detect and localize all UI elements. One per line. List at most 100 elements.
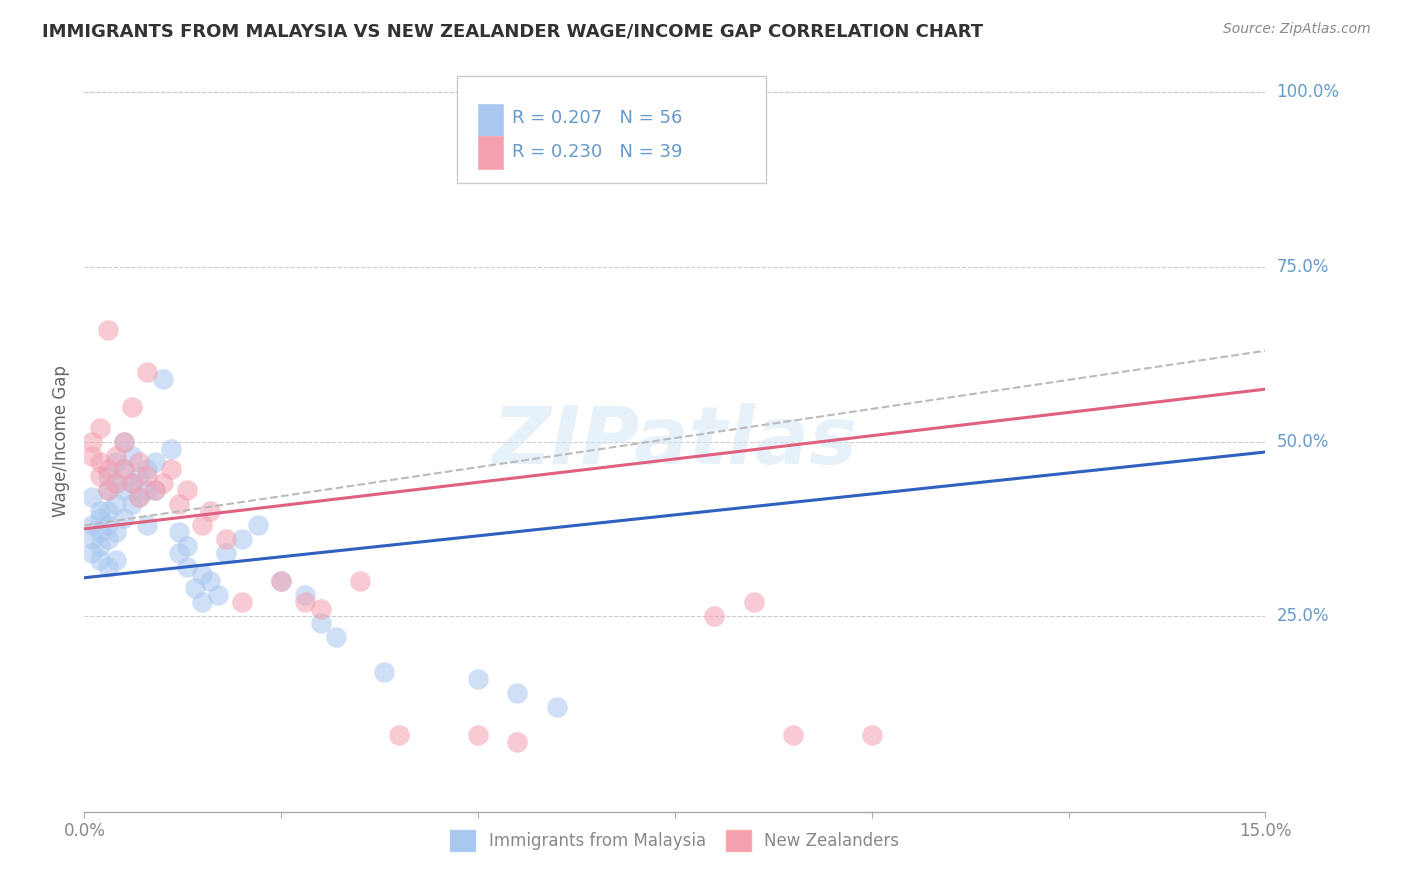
Point <box>152 372 174 386</box>
Point <box>143 483 166 498</box>
Text: R = 0.207   N = 56: R = 0.207 N = 56 <box>512 109 682 127</box>
Point <box>89 420 111 434</box>
Point <box>89 553 111 567</box>
Point <box>121 476 143 491</box>
Point <box>82 434 104 449</box>
Point <box>270 574 292 589</box>
Point <box>231 595 253 609</box>
Point <box>742 595 765 609</box>
Point <box>176 483 198 498</box>
Point <box>112 434 135 449</box>
Point <box>112 462 135 476</box>
Point <box>112 511 135 525</box>
Text: R = 0.230   N = 39: R = 0.230 N = 39 <box>512 143 682 161</box>
Point <box>104 455 127 469</box>
Point <box>136 462 159 476</box>
Point <box>136 365 159 379</box>
Point <box>270 574 292 589</box>
Point <box>231 533 253 547</box>
Point <box>136 518 159 533</box>
Text: IMMIGRANTS FROM MALAYSIA VS NEW ZEALANDER WAGE/INCOME GAP CORRELATION CHART: IMMIGRANTS FROM MALAYSIA VS NEW ZEALANDE… <box>42 22 983 40</box>
Point <box>89 525 111 540</box>
Point <box>82 546 104 560</box>
Point <box>121 476 143 491</box>
Point <box>309 616 332 631</box>
Point <box>294 588 316 602</box>
Point <box>121 400 143 414</box>
Point <box>160 442 183 456</box>
Point <box>89 511 111 525</box>
Point <box>349 574 371 589</box>
Point <box>97 462 120 476</box>
Text: Source: ZipAtlas.com: Source: ZipAtlas.com <box>1223 22 1371 37</box>
Point <box>373 665 395 679</box>
Point <box>506 686 529 700</box>
Point <box>97 504 120 518</box>
Point <box>121 449 143 463</box>
Point <box>160 462 183 476</box>
Point <box>860 728 883 742</box>
Point <box>200 574 222 589</box>
Point <box>89 504 111 518</box>
Legend: Immigrants from Malaysia, New Zealanders: Immigrants from Malaysia, New Zealanders <box>441 822 908 859</box>
Text: 100.0%: 100.0% <box>1277 83 1340 102</box>
Point <box>246 518 269 533</box>
Point <box>104 553 127 567</box>
Point <box>215 546 238 560</box>
Point <box>97 518 120 533</box>
Point <box>104 476 127 491</box>
Text: 25.0%: 25.0% <box>1277 607 1329 625</box>
Point <box>215 533 238 547</box>
Point <box>97 533 120 547</box>
Point <box>89 539 111 553</box>
Point <box>97 560 120 574</box>
Point <box>89 455 111 469</box>
Point <box>128 491 150 505</box>
Y-axis label: Wage/Income Gap: Wage/Income Gap <box>52 366 70 517</box>
Point <box>97 323 120 337</box>
Point <box>112 462 135 476</box>
Point <box>128 469 150 483</box>
Point <box>782 728 804 742</box>
Point <box>506 735 529 749</box>
Point <box>309 602 332 616</box>
Point <box>176 539 198 553</box>
Point <box>167 546 190 560</box>
Point <box>97 469 120 483</box>
Point <box>82 533 104 547</box>
Point <box>546 700 568 714</box>
Point <box>703 609 725 624</box>
Point <box>294 595 316 609</box>
Point <box>325 630 347 644</box>
Text: 50.0%: 50.0% <box>1277 433 1329 450</box>
Point <box>176 560 198 574</box>
Point <box>112 483 135 498</box>
Point <box>200 504 222 518</box>
Point <box>207 588 229 602</box>
Point <box>104 476 127 491</box>
Point <box>128 455 150 469</box>
Point <box>388 728 411 742</box>
Point <box>89 469 111 483</box>
Point <box>82 491 104 505</box>
Point <box>128 491 150 505</box>
Text: ZIPatlas: ZIPatlas <box>492 402 858 481</box>
Point <box>121 497 143 511</box>
Point <box>97 483 120 498</box>
Point <box>191 518 214 533</box>
Point <box>561 155 583 169</box>
Point <box>97 483 120 498</box>
Point <box>82 518 104 533</box>
Text: 75.0%: 75.0% <box>1277 258 1329 276</box>
Point <box>143 483 166 498</box>
Point <box>136 483 159 498</box>
Point <box>467 728 489 742</box>
Point <box>167 497 190 511</box>
Point <box>104 449 127 463</box>
Point <box>467 672 489 686</box>
Point <box>191 595 214 609</box>
Point <box>136 469 159 483</box>
Point <box>104 497 127 511</box>
Point <box>112 434 135 449</box>
Point <box>167 525 190 540</box>
